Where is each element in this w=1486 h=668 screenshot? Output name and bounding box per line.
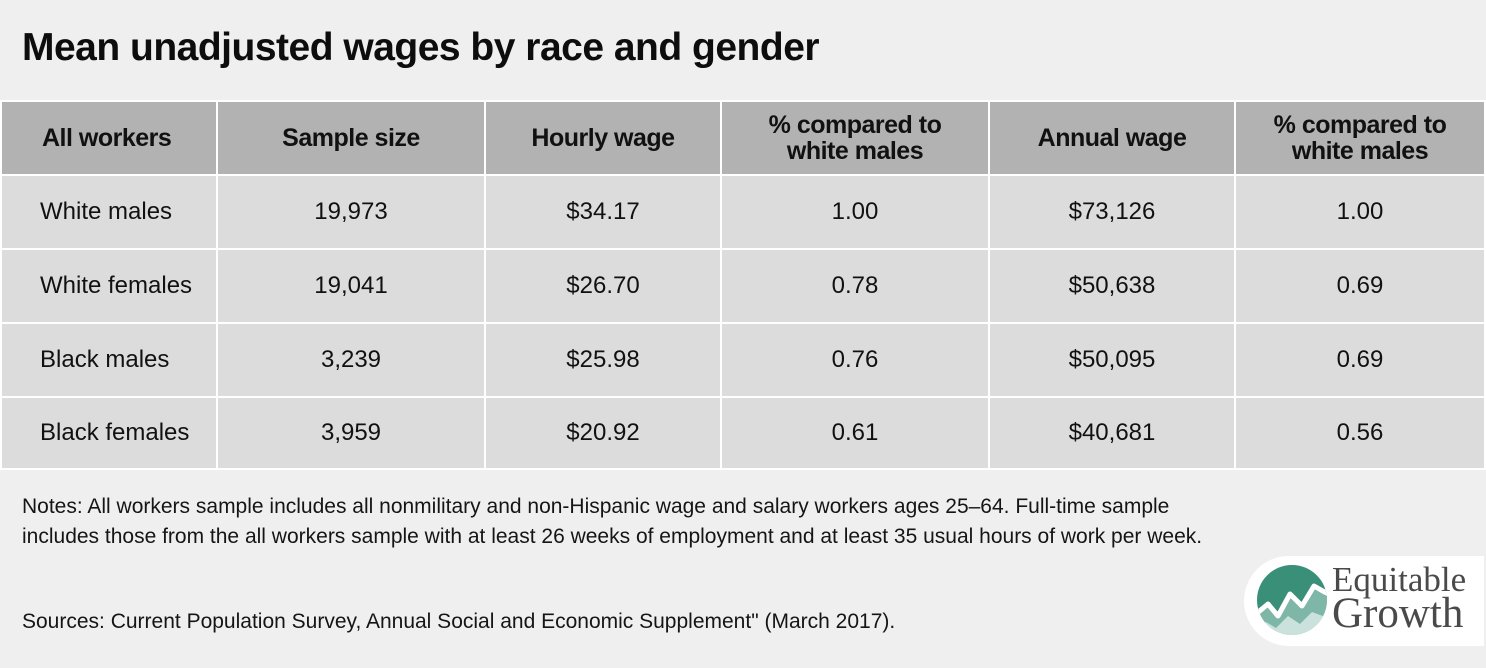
table-cell: $26.70 <box>484 248 722 324</box>
page-title: Mean unadjusted wages by race and gender <box>22 26 820 69</box>
column-header: Hourly wage <box>484 100 722 176</box>
table-cell: $20.92 <box>484 396 722 470</box>
table-cell: $50,095 <box>988 322 1236 398</box>
table-cell: 1.00 <box>1234 174 1486 250</box>
equitable-growth-logo[interactable]: Equitable Growth <box>1244 556 1484 646</box>
table-cell: 19,973 <box>216 174 486 250</box>
column-header: All workers <box>0 100 218 176</box>
table-cell: 3,239 <box>216 322 486 398</box>
table-cell: 0.69 <box>1234 322 1486 398</box>
table-cell: 0.56 <box>1234 396 1486 470</box>
chart-trend-icon <box>1257 565 1327 635</box>
table-cell-group: Black males <box>0 322 218 398</box>
logo-line-2: Growth <box>1332 590 1464 637</box>
table-cell: 0.61 <box>720 396 990 470</box>
table-cell-group: White males <box>0 174 218 250</box>
table-row: White males 19,973 $34.17 1.00 $73,126 1… <box>0 174 1486 250</box>
table-cell: $40,681 <box>988 396 1236 470</box>
logo-line-1: Equitable <box>1332 560 1467 599</box>
table-cell: 0.69 <box>1234 248 1486 324</box>
sources-text: Sources: Current Population Survey, Annu… <box>22 610 896 633</box>
table-header-row: All workers Sample size Hourly wage % co… <box>0 100 1486 176</box>
notes-text: Notes: All workers sample includes all n… <box>22 495 1203 548</box>
column-header: Sample size <box>216 100 486 176</box>
table-cell: 19,041 <box>216 248 486 324</box>
table-cell: 1.00 <box>720 174 990 250</box>
column-header-label: % compared to white males <box>1273 111 1447 165</box>
logo-wordmark: Equitable Growth <box>1332 560 1467 637</box>
table-cell: $50,638 <box>988 248 1236 324</box>
table-row: White females 19,041 $26.70 0.78 $50,638… <box>0 248 1486 324</box>
table-row: Black males 3,239 $25.98 0.76 $50,095 0.… <box>0 322 1486 398</box>
column-header: % compared to white males <box>1234 100 1486 176</box>
wages-table: All workers Sample size Hourly wage % co… <box>0 100 1486 470</box>
table-cell-group: White females <box>0 248 218 324</box>
table-cell: 0.76 <box>720 322 990 398</box>
table-cell: 3,959 <box>216 396 486 470</box>
table-cell: $34.17 <box>484 174 722 250</box>
column-header: Annual wage <box>988 100 1236 176</box>
column-header-label: % compared to white males <box>768 111 942 165</box>
table-cell: $25.98 <box>484 322 722 398</box>
table-cell: $73,126 <box>988 174 1236 250</box>
table-cell: 0.78 <box>720 248 990 324</box>
table-cell-group: Black females <box>0 396 218 470</box>
table-row: Black females 3,959 $20.92 0.61 $40,681 … <box>0 396 1486 470</box>
column-header: % compared to white males <box>720 100 990 176</box>
